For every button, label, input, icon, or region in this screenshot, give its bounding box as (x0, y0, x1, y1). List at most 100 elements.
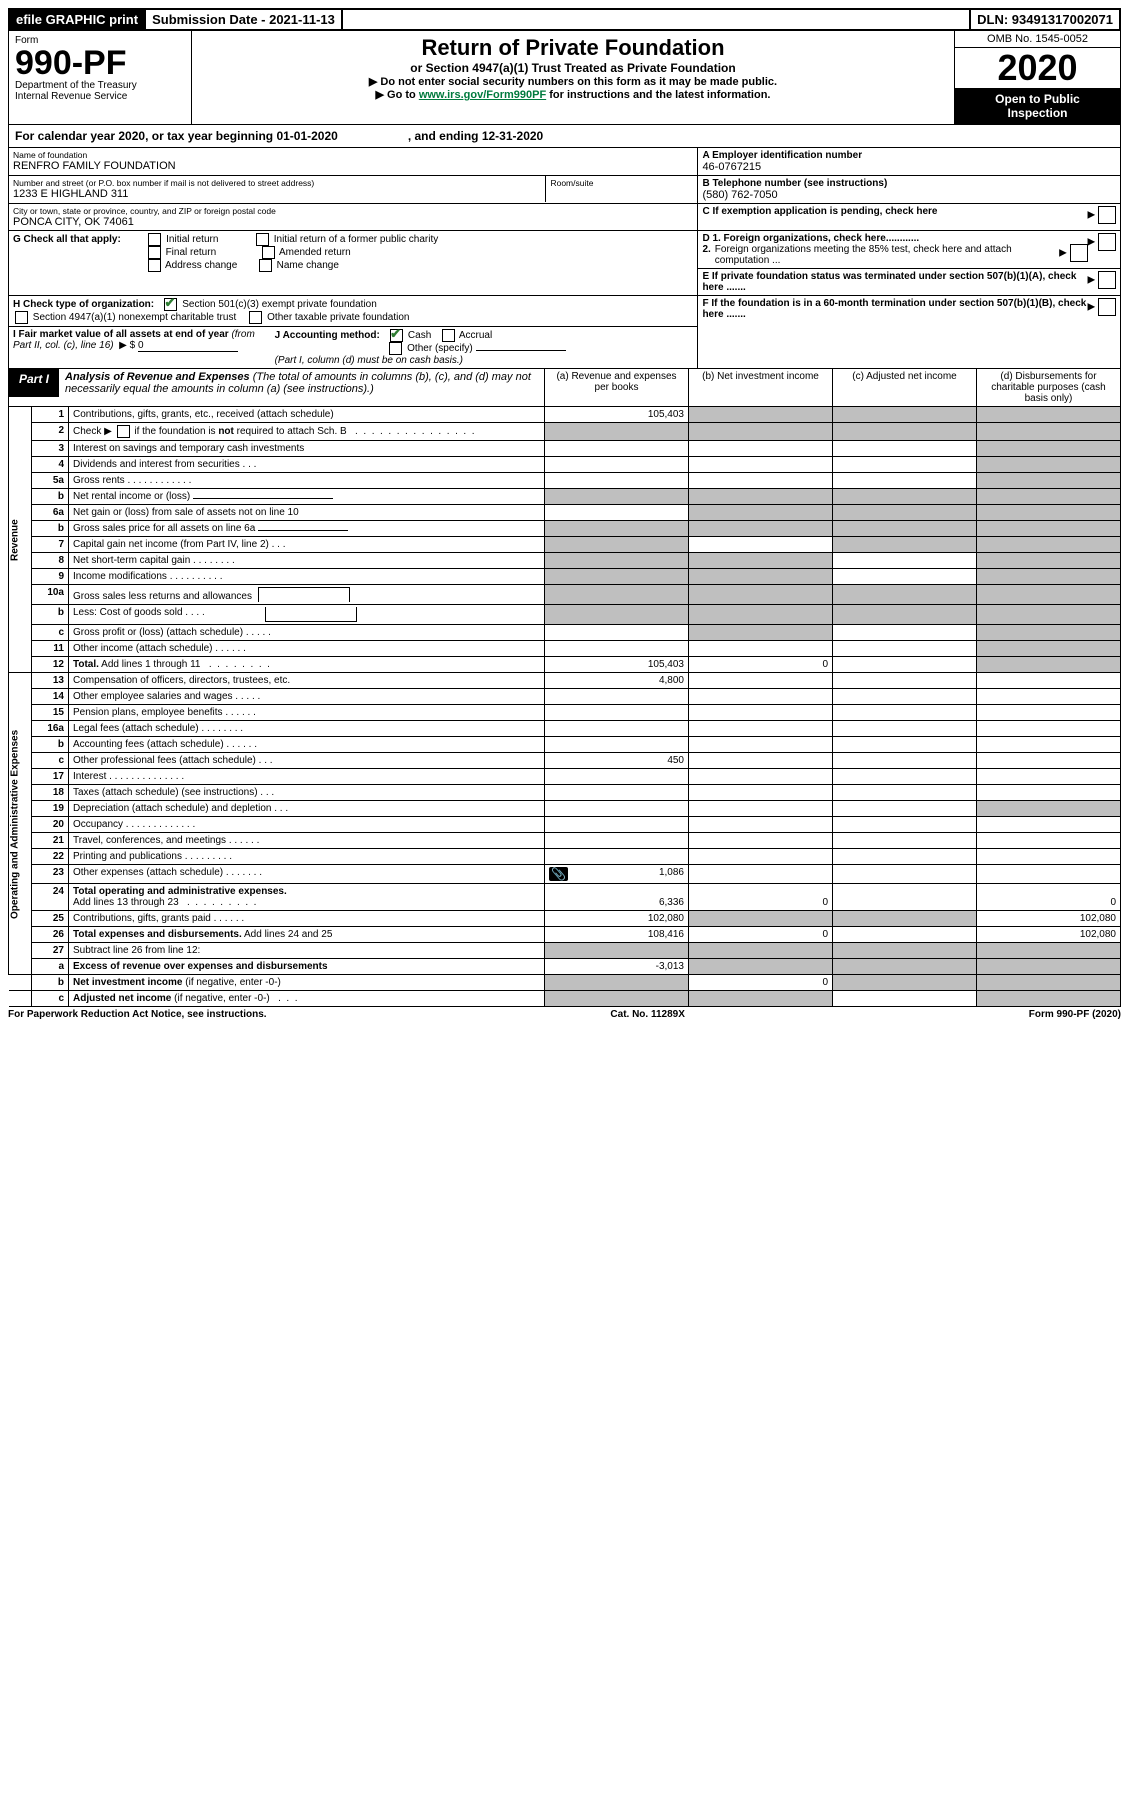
row-20-desc: Occupancy . . . . . . . . . . . . . (69, 817, 545, 833)
4947-checkbox[interactable] (15, 311, 28, 324)
accrual-checkbox[interactable] (442, 329, 455, 342)
row-27a-a: -3,013 (545, 959, 689, 975)
f-checkbox[interactable] (1098, 298, 1116, 316)
name-change-checkbox[interactable] (259, 259, 272, 272)
row-23-desc: Other expenses (attach schedule) . . . .… (69, 865, 545, 884)
row-10b-num: b (32, 605, 69, 625)
row-17-a (545, 769, 689, 785)
footer-mid: Cat. No. 11289X (267, 1009, 1029, 1020)
foundation-name: RENFRO FAMILY FOUNDATION (13, 160, 693, 172)
row-10a-d (977, 585, 1121, 605)
part1-grid: Part I Analysis of Revenue and Expenses … (8, 369, 1121, 1007)
row-10a-a (545, 585, 689, 605)
d1-checkbox[interactable] (1098, 233, 1116, 251)
initial-return-checkbox[interactable] (148, 233, 161, 246)
row-5a-c (833, 473, 977, 489)
col-d-header: (d) Disbursements for charitable purpose… (977, 369, 1121, 407)
row-24-b: 0 (689, 884, 833, 911)
row-5a-desc: Gross rents . . . . . . . . . . . . (69, 473, 545, 489)
e-cell: E If private foundation status was termi… (698, 269, 1121, 296)
opex-side-label: Operating and Administrative Expenses (9, 673, 32, 975)
row-2-d (977, 423, 1121, 441)
row-9-a (545, 569, 689, 585)
row-14-c (833, 689, 977, 705)
row-10a-c (833, 585, 977, 605)
row-5b-c (833, 489, 977, 505)
addr-change-checkbox[interactable] (148, 259, 161, 272)
row-18-b (689, 785, 833, 801)
footer: For Paperwork Reduction Act Notice, see … (8, 1007, 1121, 1020)
room-label: Room/suite (550, 178, 693, 188)
amended-return-checkbox[interactable] (262, 246, 275, 259)
row-19-desc: Depreciation (attach schedule) and deple… (69, 801, 545, 817)
row-6a-d (977, 505, 1121, 521)
col-c-header: (c) Adjusted net income (833, 369, 977, 407)
row-6b-num: b (32, 521, 69, 537)
exemption-cell: C If exemption application is pending, c… (698, 204, 1121, 231)
i-value: 0 (138, 340, 238, 352)
row-12-c (833, 657, 977, 673)
col-b-header: (b) Net investment income (689, 369, 833, 407)
form-number: 990-PF (15, 46, 185, 80)
d2-checkbox[interactable] (1070, 244, 1088, 262)
row-8-c (833, 553, 977, 569)
row-27c-d (977, 991, 1121, 1007)
row-17-b (689, 769, 833, 785)
row-16a-d (977, 721, 1121, 737)
schb-checkbox[interactable] (117, 425, 130, 438)
row-22-num: 22 (32, 849, 69, 865)
other-taxable-checkbox[interactable] (249, 311, 262, 324)
other-method-checkbox[interactable] (389, 342, 402, 355)
row-27b-d (977, 975, 1121, 991)
row-27-a (545, 943, 689, 959)
row-27b-b: 0 (689, 975, 833, 991)
row-20-a (545, 817, 689, 833)
note2-suffix: for instructions and the latest informat… (546, 89, 770, 101)
row-2-a (545, 423, 689, 441)
row-27-d (977, 943, 1121, 959)
row-16c-num: c (32, 753, 69, 769)
phone-label: B Telephone number (see instructions) (702, 178, 1116, 189)
h-label: H Check type of organization: (13, 299, 154, 310)
initial-return-label: Initial return (166, 234, 218, 245)
row-13-c (833, 673, 977, 689)
row-16b-num: b (32, 737, 69, 753)
paperclip-icon[interactable]: 📎 (549, 867, 568, 881)
address-cell: Number and street (or P.O. box number if… (9, 176, 698, 204)
phone-cell: B Telephone number (see instructions) (5… (698, 176, 1121, 204)
form990pf-link[interactable]: www.irs.gov/Form990PF (419, 89, 546, 101)
row-7-desc: Capital gain net income (from Part IV, l… (69, 537, 545, 553)
row-10b-desc: Less: Cost of goods sold . . . . (69, 605, 545, 625)
name-change-label: Name change (277, 260, 339, 271)
row-15-a (545, 705, 689, 721)
header-center: Return of Private Foundation or Section … (192, 31, 954, 124)
row-23-num: 23 (32, 865, 69, 884)
501c3-checkbox[interactable] (164, 298, 177, 311)
row-25-c (833, 911, 977, 927)
exemption-checkbox[interactable] (1098, 206, 1116, 224)
row-6a-b (689, 505, 833, 521)
501c3-label: Section 501(c)(3) exempt private foundat… (182, 299, 377, 310)
cash-checkbox[interactable] (390, 329, 403, 342)
final-return-checkbox[interactable] (148, 246, 161, 259)
row-19-c (833, 801, 977, 817)
row-27a-d (977, 959, 1121, 975)
row-16a-num: 16a (32, 721, 69, 737)
row-5a-num: 5a (32, 473, 69, 489)
row-18-a (545, 785, 689, 801)
row-10c-a (545, 625, 689, 641)
initial-former-checkbox[interactable] (256, 233, 269, 246)
row-16a-a (545, 721, 689, 737)
row-14-a (545, 689, 689, 705)
name-label: Name of foundation (13, 150, 693, 160)
row-18-c (833, 785, 977, 801)
row-6b-b (689, 521, 833, 537)
row-16b-a (545, 737, 689, 753)
row-18-d (977, 785, 1121, 801)
e-checkbox[interactable] (1098, 271, 1116, 289)
row-6b-d (977, 521, 1121, 537)
row-22-b (689, 849, 833, 865)
d1-label: D 1. Foreign organizations, check here..… (702, 233, 919, 244)
row-18-num: 18 (32, 785, 69, 801)
row-25-num: 25 (32, 911, 69, 927)
